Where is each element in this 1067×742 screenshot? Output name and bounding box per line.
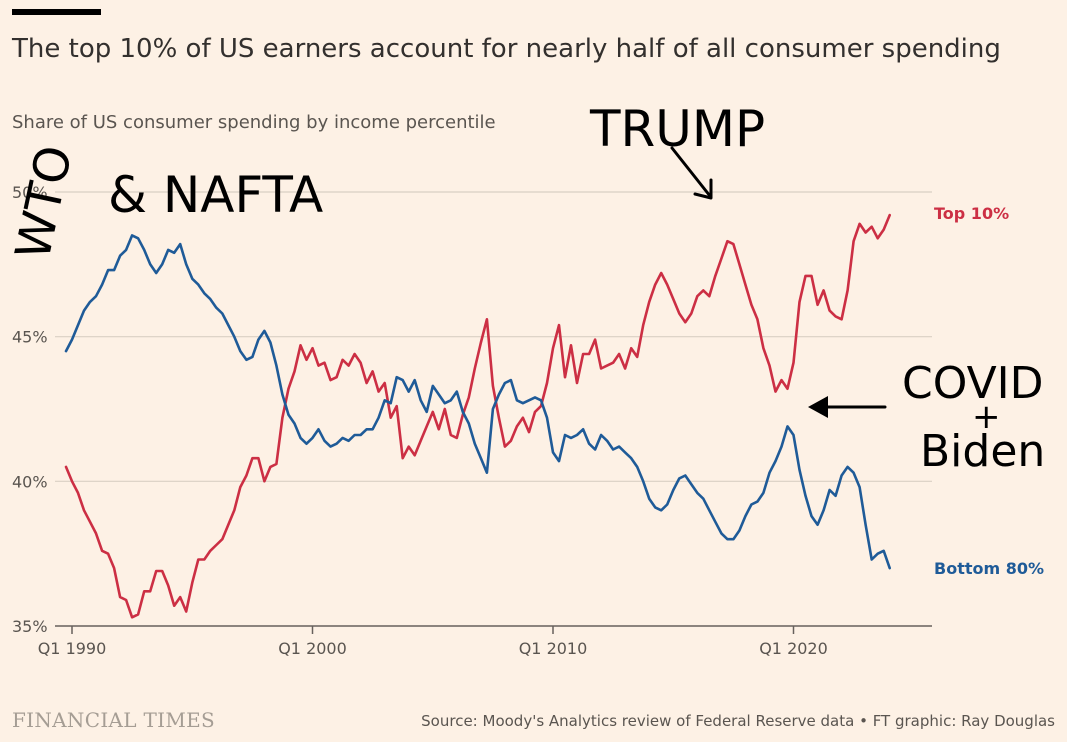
annotation-plus: +	[972, 397, 1001, 437]
series-label-bottom-80: Bottom 80%	[934, 559, 1044, 578]
x-tick-label: Q1 2010	[519, 639, 588, 658]
series-labels: Top 10% Bottom 80%	[934, 204, 1044, 578]
series-label-top-10: Top 10%	[934, 204, 1009, 223]
source-credit: Source: Moody's Analytics review of Fede…	[421, 712, 1055, 730]
ft-top-rule	[12, 9, 101, 15]
x-tick-label: Q1 2020	[759, 639, 828, 658]
x-tick-label: Q1 2000	[278, 639, 347, 658]
chart-subtitle: Share of US consumer spending by income …	[12, 112, 496, 133]
annotation-nafta: & NAFTA	[108, 166, 323, 224]
annotation-covid: COVID	[902, 358, 1044, 409]
annotation-trump: TRUMP	[589, 100, 765, 158]
chart-title: The top 10% of US earners account for ne…	[12, 34, 1001, 64]
axes: 35% 40% 45% 50% Q1 1990 Q1 2000 Q1 2010 Q1 2020	[12, 183, 932, 658]
annotation-trump-arrow	[670, 146, 713, 200]
y-tick-label: 45%	[12, 328, 48, 347]
gridlines	[55, 191, 932, 482]
y-tick-label: 50%	[12, 183, 48, 202]
ft-logo: FINANCIAL TIMES	[12, 708, 216, 732]
y-tick-label: 40%	[12, 472, 48, 491]
annotation-biden: Biden	[920, 426, 1045, 477]
y-tick-label: 35%	[12, 617, 48, 636]
series-line-top-10	[64, 213, 891, 619]
series-lines	[64, 213, 891, 619]
annotation-covid-arrow	[808, 396, 887, 418]
x-tick-label: Q1 1990	[38, 639, 107, 658]
series-line-bottom-80	[64, 234, 891, 570]
annotation-wto: WTO	[5, 141, 84, 265]
